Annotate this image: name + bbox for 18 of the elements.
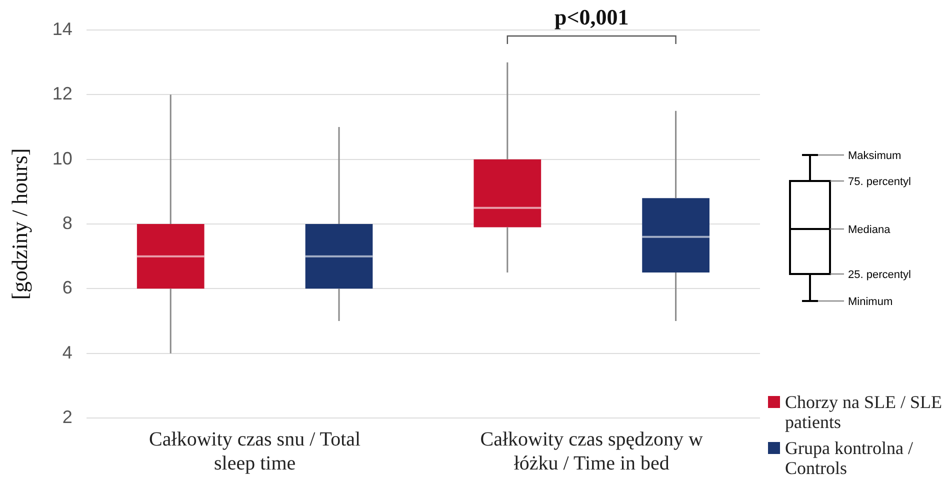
text: 75. percentyl	[848, 176, 911, 188]
y-tick-label: 2	[62, 406, 72, 427]
x-tick-label: Całkowity czas snu / Total sleep time	[149, 428, 362, 474]
x-tick-label: Całkowity czas spędzony w łóżku / Time in bed	[480, 428, 704, 474]
legend-label: Grupa kontrolna / Controls	[785, 438, 914, 478]
y-tick-label: 4	[62, 342, 72, 362]
y-tick-label: 12	[52, 84, 72, 104]
y-tick-label: 8	[62, 212, 72, 233]
legend-label: Chorzy na SLE / SLE patients	[785, 392, 943, 432]
text: Mediana	[848, 224, 892, 236]
text: 25. percentyl	[848, 269, 911, 281]
text: p<0,001	[554, 4, 629, 30]
y-tick-label: 10	[52, 148, 72, 168]
text: Maksimum	[848, 150, 902, 162]
text: Minimum	[848, 296, 893, 308]
y-tick-label: 6	[62, 278, 72, 298]
y-tick-label: 14	[52, 18, 72, 39]
y-axis-title: [godziny / hours]	[6, 148, 32, 300]
